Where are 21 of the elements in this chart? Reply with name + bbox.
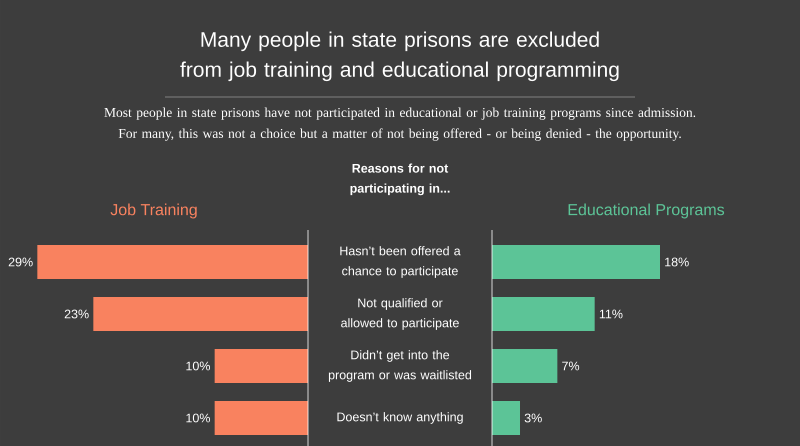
text: Reasons for not participating in... [350,163,450,196]
bar [492,296,595,331]
data-label: 10% [186,413,210,422]
bar [492,244,660,279]
data-label: 7% [562,361,580,370]
y-tick-label: Hasn’t been offered a chance to participate [340,246,461,278]
text: Most people in state prisons have not participated in educational or job training programs since admission. For many, this was not a choice but a matter of not being offered - or being denied - the opportunity. [104,107,696,141]
bar [492,348,558,383]
data-label: 23% [64,309,89,318]
data-label: 3% [524,413,542,422]
chart-title: Job Training [110,203,197,218]
text: Many people in state prisons are excluded from job training and educational programming [180,31,619,81]
data-label: 29% [8,257,33,266]
data-label: 11% [600,309,623,318]
y-tick-label: Not qualified or allowed to participate [341,298,459,330]
data-label: 10% [186,361,210,370]
y-tick-label: Didn’t get into the program or was waitlisted [328,350,472,382]
data-label: 18% [665,257,689,266]
bar [492,400,520,435]
chart-title: Educational Programs [568,203,724,218]
y-tick-label: Doesn’t know anything [337,412,463,424]
